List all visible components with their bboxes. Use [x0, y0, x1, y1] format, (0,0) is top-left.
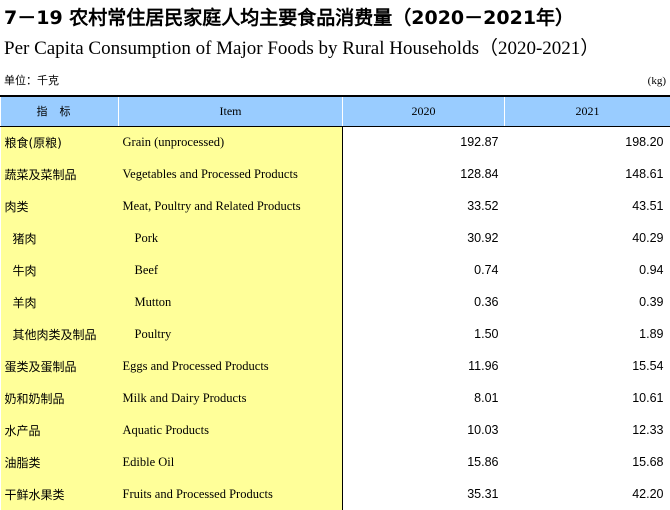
row-label-chinese: 蔬菜及菜制品: [0, 158, 119, 190]
value-2021: 198.20: [625, 135, 664, 150]
row-label-chinese: 羊肉: [0, 286, 119, 318]
value-2020: 8.01: [474, 391, 499, 405]
header-item: Item: [118, 95, 343, 127]
table-row: 干鲜水果类 Fruits and Processed Products 35.31 4…: [0, 478, 670, 510]
row-label-chinese: 奶和奶制品: [0, 382, 119, 414]
table-row: 猪肉 Pork 30.92 40.29: [0, 222, 670, 254]
value-2021: 148.61: [625, 167, 664, 181]
value-2021: 15.68: [632, 455, 664, 469]
row-label-english: Mutton: [118, 286, 343, 318]
header-year-2021: 2021: [504, 95, 670, 127]
row-label-english: Poultry: [118, 318, 343, 350]
row-label-chinese: 干鲜水果类: [0, 478, 119, 510]
row-label-english: Eggs and Processed Products: [118, 350, 343, 382]
row-label-english: Aquatic Products: [118, 414, 343, 446]
table-row: 其他肉类及制品 Poultry 1.50 1.89: [0, 318, 670, 350]
row-label-chinese: 其他肉类及制品: [0, 318, 119, 350]
table-row: 羊肉 Mutton 0.36 0.39: [0, 286, 670, 318]
value-2020: 30.92: [467, 231, 499, 245]
row-label-english: Fruits and Processed Products: [118, 478, 343, 510]
value-2021: 42.20: [632, 487, 664, 501]
value-2020: 1.50: [474, 327, 499, 341]
page-title-chinese: 7－19 农村常住居民家庭人均主要食品消费量（2020－2021年）: [4, 7, 575, 29]
unit-label-chinese: 单位：千克: [4, 74, 59, 87]
row-label-chinese: 油脂类: [0, 446, 119, 478]
value-2020: 0.74: [474, 263, 499, 277]
value-2021: 1.89: [639, 327, 664, 341]
header-indicator: 指标: [0, 95, 119, 127]
row-label-english: Grain (unprocessed): [118, 126, 343, 158]
row-label-english: Beef: [118, 254, 343, 286]
value-2020: 35.31: [467, 487, 499, 501]
value-2021: 40.29: [632, 231, 664, 245]
value-2020: 192.87: [460, 135, 499, 150]
value-2021: 12.33: [632, 423, 664, 437]
row-label-english: Pork: [118, 222, 343, 254]
value-2021: 0.94: [639, 263, 664, 277]
row-label-chinese: 水产品: [0, 414, 119, 446]
row-label-chinese: 肉类: [0, 190, 119, 222]
value-2021: 15.54: [632, 359, 664, 373]
value-2021: 43.51: [632, 199, 664, 213]
value-2020: 15.86: [467, 455, 499, 469]
table-row: 蔬菜及菜制品 Vegetables and Processed Products 1…: [0, 158, 670, 190]
row-label-english: Milk and Dairy Products: [118, 382, 343, 414]
row-label-chinese: 猪肉: [0, 222, 119, 254]
row-label-english: Vegetables and Processed Products: [118, 158, 343, 190]
value-2020: 128.84: [460, 167, 499, 181]
table-row: 油脂类 Edible Oil 15.86 15.68: [0, 446, 670, 478]
value-2020: 11.96: [468, 359, 499, 373]
value-2021: 10.61: [632, 391, 664, 405]
table-row: 奶和奶制品 Milk and Dairy Products 8.01 10.61: [0, 382, 670, 414]
value-2020: 10.03: [467, 423, 499, 437]
page-title-english: Per Capita Consumption of Major Foods by…: [4, 38, 600, 59]
table-row: 蛋类及蛋制品 Eggs and Processed Products 11.96 15…: [0, 350, 670, 382]
table-row: 肉类 Meat, Poultry and Related Products 33.5…: [0, 190, 670, 222]
value-2021: 0.39: [639, 295, 664, 309]
row-label-chinese: 蛋类及蛋制品: [0, 350, 119, 382]
table-row: 水产品 Aquatic Products 10.03 12.33: [0, 414, 670, 446]
unit-label-english: (kg): [647, 75, 666, 87]
table-row: 牛肉 Beef 0.74 0.94: [0, 254, 670, 286]
food-consumption-table: 指标 Item 2020 2021 粮食(原粮) Grain (unprocess…: [0, 95, 670, 510]
header-year-2020: 2020: [342, 95, 505, 127]
table-header-row: 指标 Item 2020 2021: [0, 95, 670, 127]
row-label-english: Meat, Poultry and Related Products: [118, 190, 343, 222]
value-2020: 33.52: [467, 199, 499, 213]
table-row: 粮食(原粮) Grain (unprocessed) 192.87 198.20: [0, 126, 670, 158]
row-label-chinese: 牛肉: [0, 254, 119, 286]
row-label-english: Edible Oil: [118, 446, 343, 478]
row-label-chinese: 粮食(原粮): [0, 126, 119, 158]
value-2020: 0.36: [474, 295, 499, 309]
